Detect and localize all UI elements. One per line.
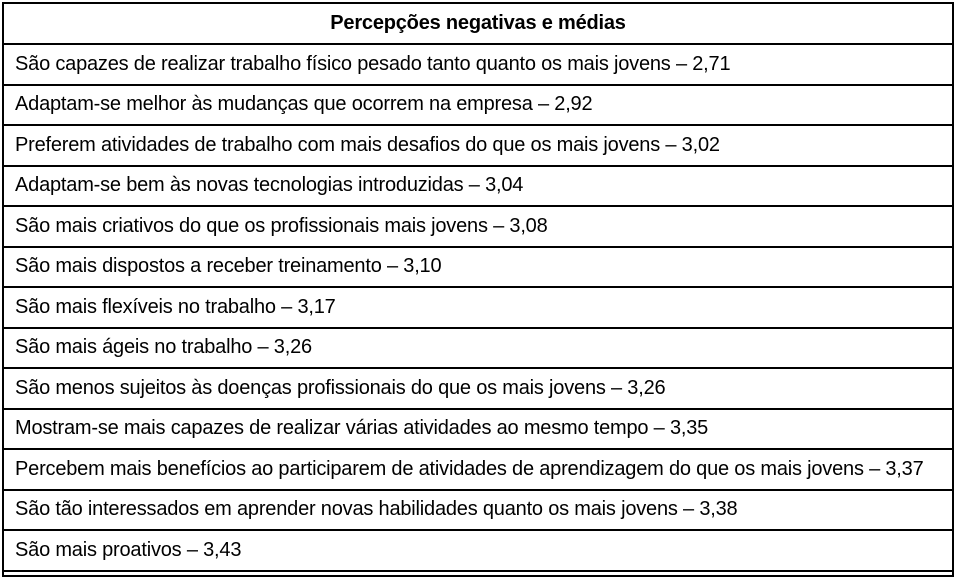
table-row: São menos sujeitos às doenças profission… [4,367,952,408]
table-row: Adaptam-se bem às novas tecnologias intr… [4,164,952,206]
table-row: Preferem atividades de trabalho com mais… [4,124,952,165]
table-row: São mais ágeis no trabalho – 3,26 [4,326,952,368]
table-row: Adaptam-se melhor às mudanças que ocorre… [4,83,952,125]
table-row: São mais flexíveis no trabalho – 3,17 [4,286,952,327]
row-text: São mais dispostos a receber treinamento… [15,255,442,278]
table-row-empty [4,569,952,576]
row-text: São mais ágeis no trabalho – 3,26 [15,336,312,359]
row-text: Adaptam-se melhor às mudanças que ocorre… [15,93,593,116]
row-text: São mais criativos do que os profissiona… [15,214,548,237]
row-text: São menos sujeitos às doenças profission… [15,376,666,399]
table-title: Percepções negativas e médias [330,12,626,34]
table-row: São mais criativos do que os profissiona… [4,205,952,246]
row-text: São tão interessados em aprender novas h… [15,498,738,521]
table-row: São capazes de realizar trabalho físico … [4,43,952,84]
table-row: São mais dispostos a receber treinamento… [4,245,952,287]
row-text: Mostram-se mais capazes de realizar vári… [15,417,709,440]
row-text: São mais flexíveis no trabalho – 3,17 [15,295,336,318]
table-row: Percebem mais benefícios ao participarem… [4,448,952,489]
row-text: Percebem mais benefícios ao participarem… [15,457,924,480]
row-text: Adaptam-se bem às novas tecnologias intr… [15,174,524,197]
table-row: Mostram-se mais capazes de realizar vári… [4,407,952,449]
row-text: São mais proativos – 3,43 [15,538,242,561]
table-row: São mais proativos – 3,43 [4,529,952,570]
row-text: São capazes de realizar trabalho físico … [15,52,731,75]
row-text: Preferem atividades de trabalho com mais… [15,133,720,156]
table-row: São tão interessados em aprender novas h… [4,488,952,530]
